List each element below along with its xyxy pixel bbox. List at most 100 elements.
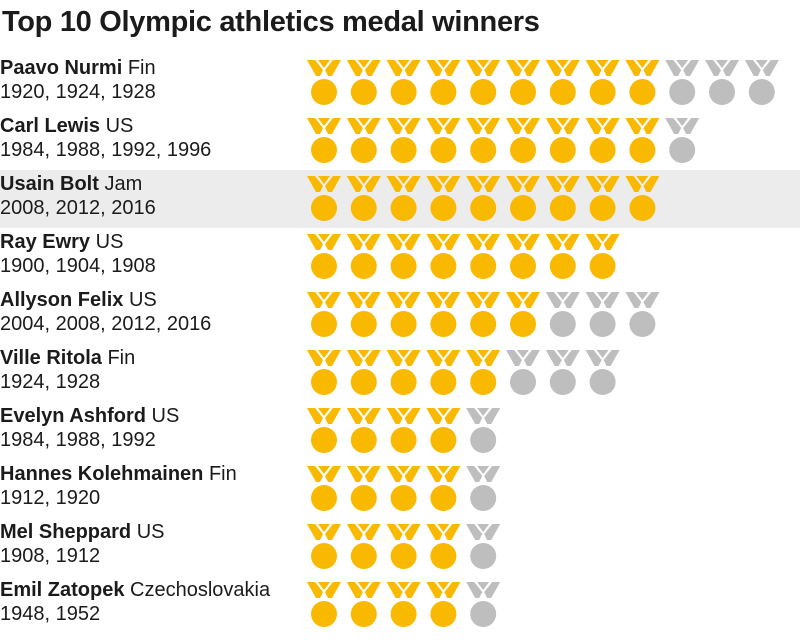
medal-icons bbox=[307, 176, 660, 221]
gold-medal-icon bbox=[585, 60, 620, 105]
gold-medal-icon bbox=[346, 524, 381, 569]
gold-medal-icon bbox=[307, 292, 341, 337]
athlete-name: Paavo Nurmi bbox=[0, 57, 123, 79]
gold-medal-icon bbox=[506, 118, 540, 163]
gold-medal-icon bbox=[386, 408, 421, 453]
chart-title: Top 10 Olympic athletics medal winners bbox=[2, 6, 540, 38]
medal-icons bbox=[307, 408, 501, 453]
athlete-country: Fin bbox=[107, 347, 136, 369]
athlete-row: Ray Ewry US 1900, 1904, 1908 bbox=[0, 228, 800, 286]
gold-medal-icon bbox=[307, 234, 341, 279]
athlete-row: Mel Sheppard US 1908, 1912 bbox=[0, 518, 800, 576]
gold-medal-icon bbox=[466, 234, 501, 279]
gold-medal-icon bbox=[426, 234, 461, 279]
gold-medal-icon bbox=[585, 176, 620, 221]
gold-medal-icon bbox=[545, 234, 580, 279]
athlete-country: Czechoslovakia bbox=[130, 579, 271, 601]
athlete-country: US bbox=[95, 231, 124, 253]
athlete-years: 1984, 1988, 1992, 1996 bbox=[0, 139, 212, 161]
athlete-label: Evelyn Ashford US 1984, 1988, 1992 bbox=[0, 404, 300, 452]
athlete-row: Emil Zatopek Czechoslovakia 1948, 1952 bbox=[0, 576, 800, 634]
gold-medal-icon bbox=[346, 350, 381, 395]
gold-medal-icon bbox=[346, 582, 381, 627]
gold-medal-icon bbox=[386, 60, 421, 105]
gold-medal-icon bbox=[426, 582, 461, 627]
gold-medal-icon bbox=[466, 350, 501, 395]
athlete-heading: Hannes Kolehmainen Fin bbox=[0, 462, 300, 486]
athlete-heading: Ray Ewry US bbox=[0, 230, 300, 254]
athlete-label: Hannes Kolehmainen Fin 1912, 1920 bbox=[0, 462, 300, 510]
gold-medal-icon bbox=[426, 408, 461, 453]
athlete-name: Ville Ritola bbox=[0, 347, 102, 369]
athlete-row: Evelyn Ashford US 1984, 1988, 1992 bbox=[0, 402, 800, 460]
gold-medal-icon bbox=[386, 176, 421, 221]
gold-medal-icon bbox=[466, 60, 501, 105]
gold-medal-icon bbox=[346, 118, 381, 163]
medal-icons bbox=[307, 582, 501, 627]
gold-medal-icon bbox=[346, 234, 381, 279]
medal-icons bbox=[307, 350, 620, 395]
athlete-name: Allyson Felix bbox=[0, 289, 124, 311]
athlete-years: 1984, 1988, 1992 bbox=[0, 429, 156, 451]
gold-medal-icon bbox=[307, 408, 341, 453]
athlete-heading: Paavo Nurmi Fin bbox=[0, 56, 300, 80]
athlete-label: Allyson Felix US 2004, 2008, 2012, 2016 bbox=[0, 288, 300, 336]
gold-medal-icon bbox=[426, 118, 461, 163]
silver-medal-icon bbox=[545, 350, 580, 395]
gold-medal-icon bbox=[426, 292, 461, 337]
gold-medal-icon bbox=[386, 582, 421, 627]
athlete-label: Carl Lewis US 1984, 1988, 1992, 1996 bbox=[0, 114, 300, 162]
gold-medal-icon bbox=[307, 60, 341, 105]
athlete-country: Fin bbox=[127, 57, 156, 79]
athlete-name: Emil Zatopek bbox=[0, 579, 125, 601]
silver-medal-icon bbox=[585, 292, 620, 337]
athlete-country: US bbox=[128, 289, 157, 311]
athlete-name: Carl Lewis bbox=[0, 115, 101, 137]
medal-icons bbox=[307, 60, 779, 105]
athlete-heading: Mel Sheppard US bbox=[0, 520, 300, 544]
athlete-country: Jam bbox=[104, 173, 143, 195]
athlete-country: Fin bbox=[208, 463, 237, 485]
athlete-years: 2008, 2012, 2016 bbox=[0, 197, 156, 219]
athlete-years: 1912, 1920 bbox=[0, 487, 101, 509]
gold-medal-icon bbox=[346, 60, 381, 105]
athlete-name: Usain Bolt bbox=[0, 173, 99, 195]
gold-medal-icon bbox=[386, 118, 421, 163]
athlete-row: Hannes Kolehmainen Fin 1912, 1920 bbox=[0, 460, 800, 518]
gold-medal-icon bbox=[307, 582, 341, 627]
gold-medal-icon bbox=[466, 292, 501, 337]
athlete-name: Mel Sheppard bbox=[0, 521, 132, 543]
athlete-label: Ray Ewry US 1900, 1904, 1908 bbox=[0, 230, 300, 278]
gold-medal-icon bbox=[386, 350, 421, 395]
gold-medal-icon bbox=[545, 118, 580, 163]
athlete-row: Allyson Felix US 2004, 2008, 2012, 2016 bbox=[0, 286, 800, 344]
athlete-years: 1900, 1904, 1908 bbox=[0, 255, 156, 277]
gold-medal-icon bbox=[466, 176, 501, 221]
athlete-years: 2004, 2008, 2012, 2016 bbox=[0, 313, 212, 335]
gold-medal-icon bbox=[625, 176, 660, 221]
silver-medal-icon bbox=[466, 466, 501, 511]
gold-medal-icon bbox=[426, 466, 461, 511]
athlete-label: Ville Ritola Fin 1924, 1928 bbox=[0, 346, 300, 394]
gold-medal-icon bbox=[386, 234, 421, 279]
athlete-label: Usain Bolt Jam 2008, 2012, 2016 bbox=[0, 172, 300, 220]
athlete-years: 1948, 1952 bbox=[0, 603, 101, 625]
medal-table: Paavo Nurmi Fin 1920, 1924, 1928 Carl Lewi… bbox=[0, 54, 800, 634]
silver-medal-icon bbox=[466, 524, 501, 569]
athlete-heading: Ville Ritola Fin bbox=[0, 346, 300, 370]
athlete-row: Carl Lewis US 1984, 1988, 1992, 1996 bbox=[0, 112, 800, 170]
gold-medal-icon bbox=[346, 176, 381, 221]
gold-medal-icon bbox=[585, 118, 620, 163]
athlete-heading: Emil Zatopek Czechoslovakia bbox=[0, 578, 300, 602]
gold-medal-icon bbox=[506, 60, 540, 105]
gold-medal-icon bbox=[307, 466, 341, 511]
gold-medal-icon bbox=[426, 176, 461, 221]
medal-icons bbox=[307, 292, 660, 337]
gold-medal-icon bbox=[506, 292, 540, 337]
athlete-heading: Allyson Felix US bbox=[0, 288, 300, 312]
gold-medal-icon bbox=[506, 176, 540, 221]
gold-medal-icon bbox=[625, 60, 660, 105]
gold-medal-icon bbox=[307, 350, 341, 395]
silver-medal-icon bbox=[466, 582, 501, 627]
silver-medal-icon bbox=[506, 350, 540, 395]
